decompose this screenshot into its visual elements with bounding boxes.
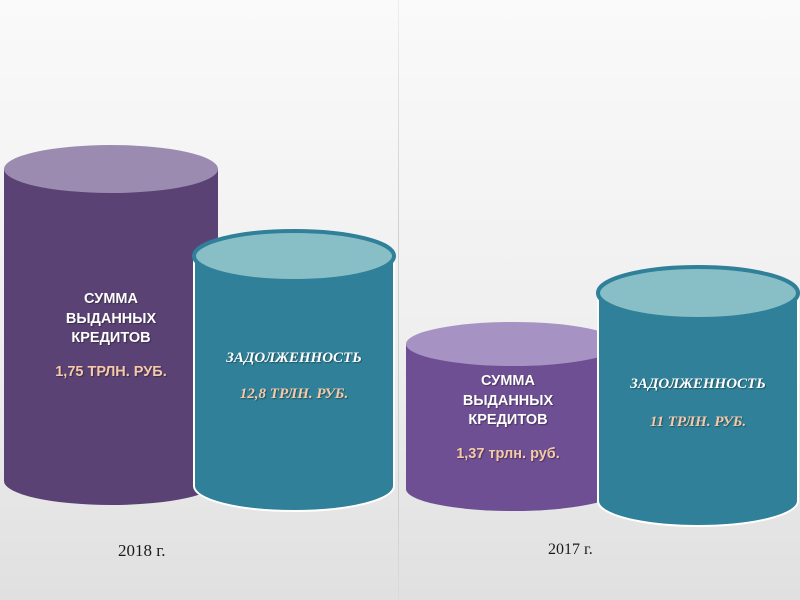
cylinder-2017-debt: ЗАДОЛЖЕННОСТЬ 11 ТРЛН. РУБ. — [596, 265, 800, 528]
cylinder-shape — [192, 229, 396, 512]
issued-value: 1,37 трлн. руб. — [456, 445, 560, 462]
year-label-2017: 2017 г. — [548, 541, 593, 558]
debt-title: ЗАДОЛЖЕННОСТЬ — [226, 350, 362, 366]
issued-title: СУММА ВЫДАННЫХ КРЕДИТОВ — [65, 291, 157, 347]
center-divider — [398, 0, 399, 600]
issued-title: СУММА ВЫДАННЫХ КРЕДИТОВ — [462, 373, 554, 429]
cylinder-2018-debt: ЗАДОЛЖЕННОСТЬ 12,8 ТРЛН. РУБ. — [192, 229, 396, 512]
issued-value: 1,75 ТРЛН. РУБ. — [55, 363, 167, 380]
issued-label-2017: СУММА ВЫДАННЫХ КРЕДИТОВ 1,37 трлн. руб. — [396, 372, 620, 464]
debt-value: 11 ТРЛН. РУБ. — [649, 414, 747, 431]
cylinder-shape — [596, 265, 800, 527]
debt-label-2018: ЗАДОЛЖЕННОСТЬ 12,8 ТРЛН. РУБ. — [193, 348, 395, 405]
debt-label-2017: ЗАДОЛЖЕННОСТЬ 11 ТРЛН. РУБ. — [597, 374, 799, 433]
debt-title: ЗАДОЛЖЕННОСТЬ — [630, 376, 766, 392]
year-label-2018: 2018 г. — [118, 541, 166, 560]
debt-value: 12,8 ТРЛН. РУБ. — [239, 386, 349, 403]
cylinder-2017-issued: СУММА ВЫДАННЫХ КРЕДИТОВ 1,37 трлн. руб. — [406, 322, 620, 514]
issued-label-2018: СУММА ВЫДАННЫХ КРЕДИТОВ 1,75 ТРЛН. РУБ. — [4, 290, 218, 382]
cylinder-shape — [4, 145, 218, 505]
cylinder-shape — [406, 322, 620, 511]
cylinder-2018-issued: СУММА ВЫДАННЫХ КРЕДИТОВ 1,75 ТРЛН. РУБ. — [4, 145, 218, 505]
